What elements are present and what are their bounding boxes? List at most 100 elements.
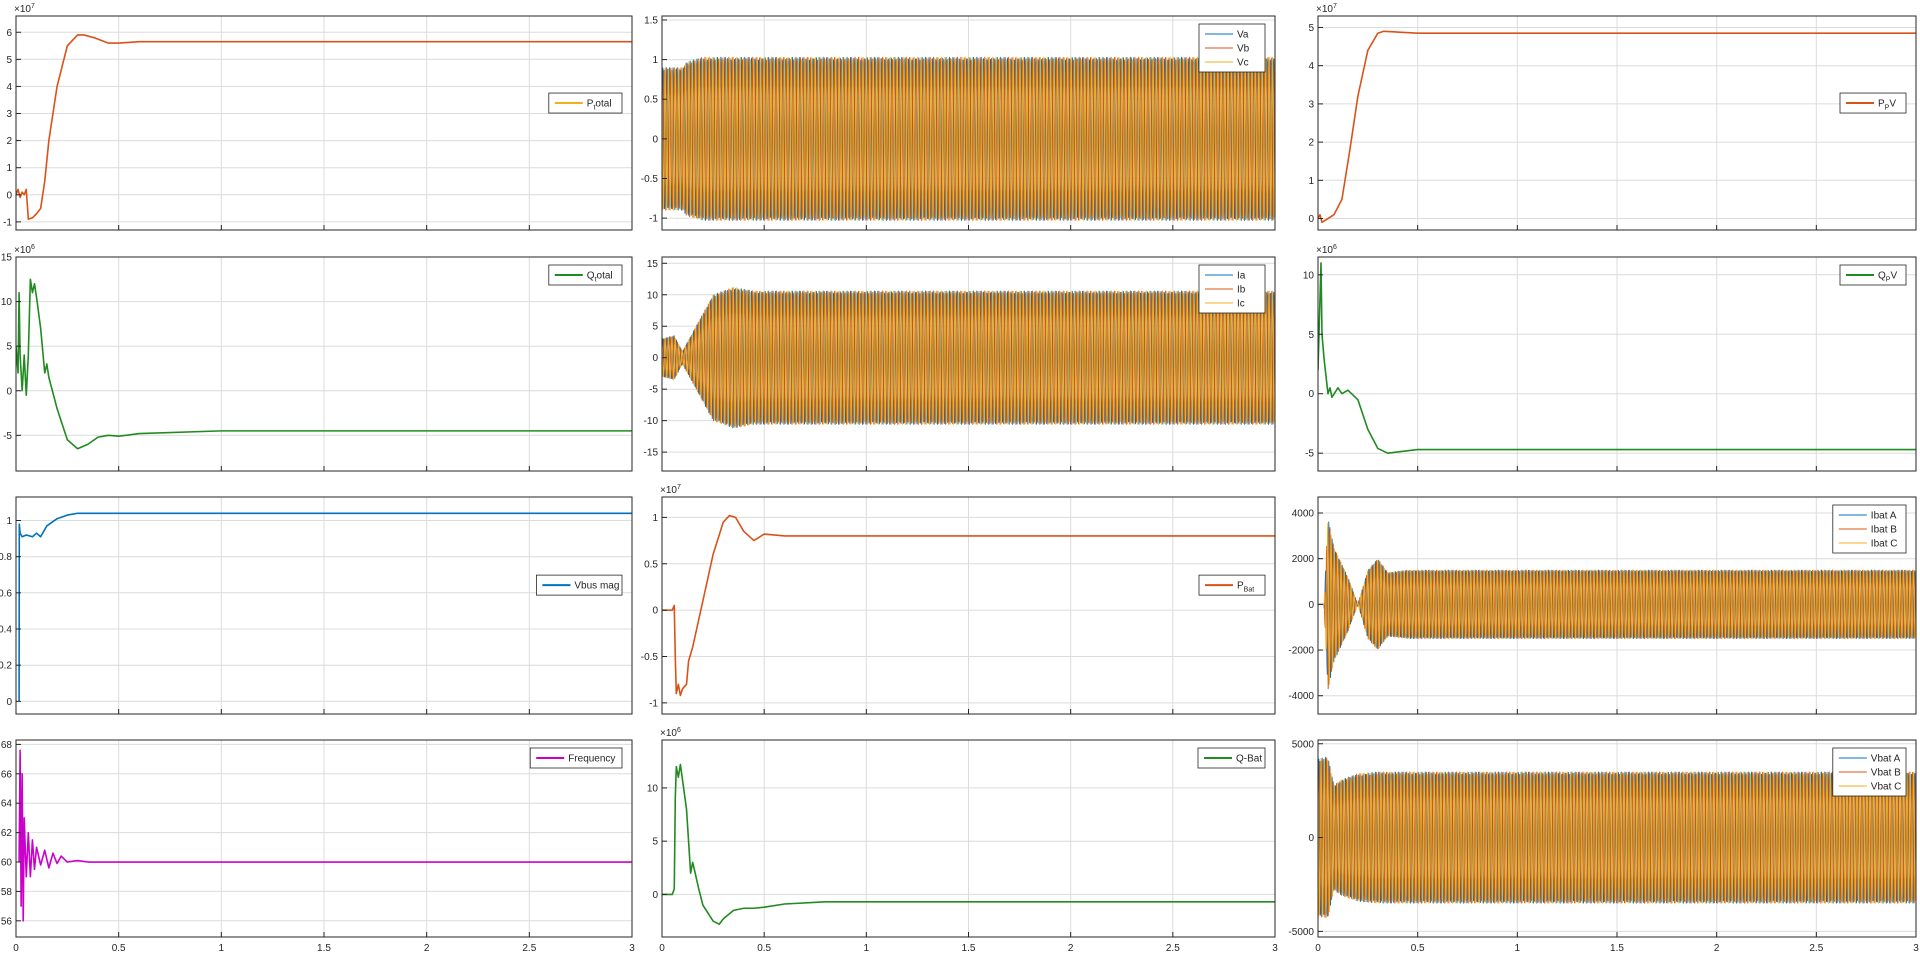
legend-label: Frequency (568, 754, 615, 765)
x-tick-label: 2 (1068, 943, 1074, 954)
x-tick-label: 0 (1315, 943, 1321, 954)
series-group (1318, 521, 1916, 690)
y-tick-label: 1 (1308, 176, 1314, 187)
legend-label: Vbat B (1871, 768, 1901, 779)
legend-label: Vc (1237, 58, 1249, 69)
y-tick-label: 1 (652, 513, 658, 524)
chart-p-total: -1 0 1 2 3 4 5 6 ×107 Ptotal (3, 3, 633, 231)
legend-label: Vbat A (1871, 754, 1901, 765)
series-group (16, 278, 632, 450)
x-tick-label: 3 (1913, 943, 1919, 954)
legend-label: Ibat B (1871, 525, 1897, 536)
legend-label: Ib (1237, 285, 1246, 296)
y-tick-label: 60 (1, 858, 13, 869)
chart-i-abc: -15 -10 -5 0 5 10 15 Ia Ib Ic (644, 256, 1276, 472)
y-tick-label: 0.6 (0, 588, 12, 599)
y-tick-label: 6 (6, 28, 12, 39)
series-group (662, 286, 1275, 429)
x-tick-label: 0.5 (757, 943, 771, 954)
y-tick-label: 0 (652, 134, 658, 145)
x-tick-label: 0.5 (1411, 943, 1425, 954)
y-tick-label: 5 (6, 55, 12, 66)
y-tick-label: 5 (1308, 23, 1314, 34)
y-tick-label: -2000 (1288, 646, 1314, 657)
y-tick-label: -4000 (1288, 691, 1314, 702)
legend: Q-Bat (1197, 747, 1266, 769)
y-tick-label: 10 (1303, 270, 1315, 281)
series-group (16, 34, 632, 220)
series-line-0 (662, 763, 1275, 926)
legend-label: Vbus mag (574, 581, 619, 592)
y-tick-label: 4 (1308, 61, 1314, 72)
y-tick-label: 10 (647, 783, 659, 794)
y-tick-label: -15 (644, 448, 659, 459)
y-tick-label: 0 (6, 697, 12, 708)
y-tick-label: 0 (6, 190, 12, 201)
series-line-0 (16, 34, 632, 220)
y-tick-label: 0.4 (0, 625, 12, 636)
axis-exponent: ×106 (660, 727, 681, 739)
x-tick-label: 2 (424, 943, 430, 954)
series-group (662, 56, 1275, 221)
x-tick-label: 3 (629, 943, 635, 954)
y-tick-label: 56 (1, 916, 13, 927)
y-tick-label: 4 (6, 82, 12, 93)
x-tick-label: 0.5 (112, 943, 126, 954)
series-group (662, 514, 1275, 697)
y-tick-label: -1 (649, 698, 658, 709)
series-group (1318, 756, 1916, 919)
y-tick-label: -5 (649, 385, 658, 396)
y-tick-label: 62 (1, 828, 13, 839)
y-tick-label: 15 (1, 253, 13, 264)
series-line-0 (18, 512, 632, 702)
chart-v-abc: -1 -0.5 0 0.5 1 1.5 Va Vb Vc (641, 15, 1276, 231)
y-tick-label: 0 (652, 890, 658, 901)
legend-label: Ibat C (1871, 539, 1898, 550)
x-tick-label: 0 (659, 943, 665, 954)
legend: Va Vb Vc (1198, 23, 1266, 73)
x-tick-label: 1.5 (317, 943, 331, 954)
legend-label: PBat (1237, 581, 1254, 594)
y-tick-label: 10 (647, 290, 659, 301)
y-tick-label: 0.5 (644, 559, 658, 570)
x-tick-label: 1 (1515, 943, 1521, 954)
axis-exponent: ×107 (1316, 3, 1337, 15)
y-tick-label: 10 (1, 297, 13, 308)
phase-wave-2 (662, 56, 1275, 221)
y-tick-label: 1 (652, 55, 658, 66)
y-tick-label: 66 (1, 769, 13, 780)
legend: Frequency (529, 747, 623, 769)
legend: Vbus mag (536, 574, 623, 596)
y-tick-label: 58 (1, 887, 13, 898)
y-tick-label: 1 (6, 516, 12, 527)
x-tick-label: 1.5 (962, 943, 976, 954)
y-tick-label: 1 (6, 163, 12, 174)
legend-label: Ptotal (587, 99, 612, 112)
axis-exponent: ×106 (1316, 244, 1337, 256)
y-tick-label: 3 (6, 109, 12, 120)
series-group (662, 763, 1275, 926)
series-line-0 (662, 514, 1275, 697)
y-tick-label: 0 (1308, 833, 1314, 844)
legend-label: Vb (1237, 44, 1250, 55)
chart-p-pv: 0 1 2 3 4 5×107 PPV (1308, 3, 1917, 231)
y-tick-label: -1 (3, 217, 12, 228)
phase-wave-2 (1318, 523, 1916, 685)
legend: PBat (1198, 574, 1266, 596)
chart-p-bat: -1 -0.5 0 0.5 1 ×107 PBat (641, 484, 1276, 715)
legend-label: Va (1237, 30, 1249, 41)
chart-q-bat: 0 5 10 0 0.5 1 1.5 2 2.5 3 ×106 Q-Bat (647, 727, 1278, 954)
x-tick-label: 1.5 (1610, 943, 1624, 954)
x-tick-label: 2 (1714, 943, 1720, 954)
legend: QPV (1839, 264, 1907, 286)
x-tick-label: 2.5 (1166, 943, 1180, 954)
legend-label: PPV (1878, 99, 1896, 112)
y-tick-label: -5 (3, 431, 12, 442)
legend: Ibat A Ibat B Ibat C (1832, 504, 1907, 554)
y-tick-label: 2000 (1292, 554, 1315, 565)
chart-q-total: -5 0 5 10 15×106 Qtotal (1, 244, 633, 472)
legend-label: Qtotal (587, 271, 613, 284)
x-tick-label: 1 (864, 943, 870, 954)
legend-label: Vbat C (1871, 782, 1902, 793)
